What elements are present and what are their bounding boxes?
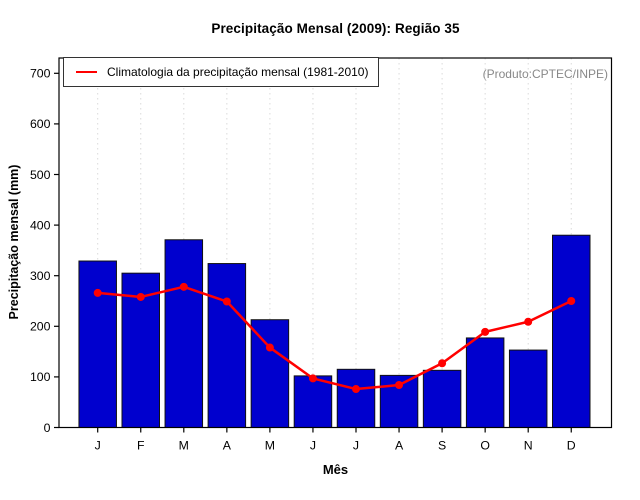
precip-bar-D-11 — [552, 234, 591, 428]
x-tick-label: J — [310, 439, 316, 453]
x-tick-label: N — [524, 439, 533, 453]
climatology-point-D-11 — [567, 297, 576, 305]
producer-note: (Produto:CPTEC/INPE) — [482, 67, 608, 81]
x-axis-label: Mês — [322, 462, 349, 477]
climatology-line — [93, 282, 576, 394]
precip-bar-M-2 — [164, 239, 204, 428]
x-tick-label: J — [353, 439, 359, 453]
x-tick-label: F — [137, 439, 145, 453]
precip-bar-N-10 — [508, 349, 548, 428]
legend-label: Climatologia da precipitação mensal (198… — [107, 65, 369, 79]
climatology-point-O-9 — [481, 327, 490, 336]
precip-bar-S-8 — [422, 369, 462, 428]
x-tick-label: D — [567, 439, 576, 453]
y-tick-label: 500 — [30, 168, 51, 182]
precip-bar-J-0 — [78, 260, 117, 428]
precip-bar-O-9 — [465, 337, 505, 428]
climatology-point-A-7 — [395, 380, 404, 389]
x-tick-label: A — [395, 439, 404, 453]
y-axis-ticks: 0 100 200 300 400 500 600 700 — [30, 67, 59, 435]
y-tick-label: 0 — [44, 421, 51, 435]
climatology-point-N-10 — [524, 317, 533, 326]
y-axis-label: Precipitação mensal (mm) — [7, 164, 21, 320]
climatology-point-J-6 — [352, 385, 360, 394]
x-tick-label: O — [480, 439, 490, 453]
x-tick-label: S — [438, 439, 446, 453]
precip-bar-J-5 — [293, 375, 333, 428]
chart-title: Precipitação Mensal (2009): Região 35 — [211, 21, 460, 36]
y-tick-label: 600 — [30, 117, 51, 131]
y-tick-label: 200 — [30, 320, 51, 334]
climatology-point-J-5 — [308, 374, 317, 383]
precip-bar-M-4 — [250, 319, 290, 428]
y-tick-label: 300 — [30, 269, 51, 283]
y-tick-label: 100 — [30, 370, 51, 384]
precip-bar-J-6 — [336, 368, 376, 428]
x-tick-label: J — [95, 439, 101, 453]
y-tick-label: 400 — [30, 218, 51, 232]
x-tick-label: A — [223, 439, 232, 453]
climatology-point-S-8 — [438, 359, 447, 368]
x-tick-label: M — [265, 439, 275, 453]
climatology-point-F-1 — [136, 292, 145, 301]
climatology-point-M-2 — [179, 282, 188, 291]
x-tick-label: M — [179, 439, 189, 453]
legend-line-icon — [76, 71, 97, 73]
precip-bar-A-3 — [207, 263, 247, 428]
climatology-point-M-4 — [265, 343, 274, 352]
precipitation-bars — [78, 234, 591, 429]
y-tick-label: 700 — [30, 67, 51, 81]
legend: Climatologia da precipitação mensal (198… — [63, 57, 379, 87]
climatology-point-J-0 — [93, 288, 102, 297]
climatology-point-A-3 — [222, 297, 231, 306]
